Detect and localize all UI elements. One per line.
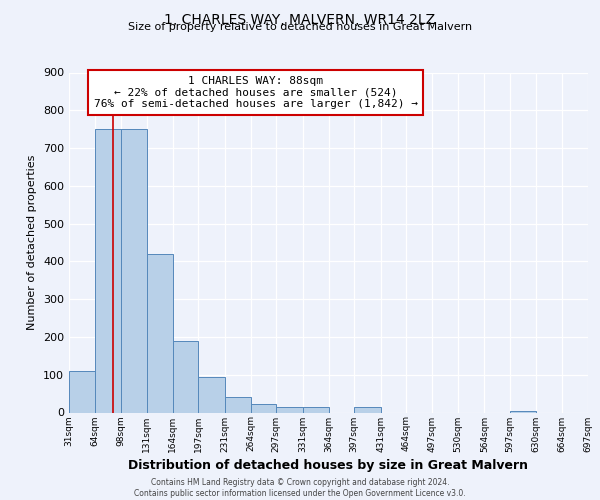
Bar xyxy=(147,254,173,412)
Bar xyxy=(251,404,276,412)
Bar xyxy=(173,340,199,412)
Bar xyxy=(510,410,536,412)
Text: Size of property relative to detached houses in Great Malvern: Size of property relative to detached ho… xyxy=(128,22,472,32)
Bar xyxy=(199,378,225,412)
Text: Contains HM Land Registry data © Crown copyright and database right 2024.
Contai: Contains HM Land Registry data © Crown c… xyxy=(134,478,466,498)
Bar xyxy=(121,129,147,412)
Text: 1 CHARLES WAY: 88sqm
← 22% of detached houses are smaller (524)
76% of semi-deta: 1 CHARLES WAY: 88sqm ← 22% of detached h… xyxy=(94,76,418,109)
Bar xyxy=(95,129,121,412)
Bar xyxy=(354,407,381,412)
Bar xyxy=(276,407,303,412)
Bar xyxy=(303,407,329,412)
Bar xyxy=(69,371,95,412)
Y-axis label: Number of detached properties: Number of detached properties xyxy=(28,155,37,330)
Bar xyxy=(225,398,251,412)
Text: 1, CHARLES WAY, MALVERN, WR14 2LZ: 1, CHARLES WAY, MALVERN, WR14 2LZ xyxy=(164,12,436,26)
X-axis label: Distribution of detached houses by size in Great Malvern: Distribution of detached houses by size … xyxy=(128,458,529,471)
